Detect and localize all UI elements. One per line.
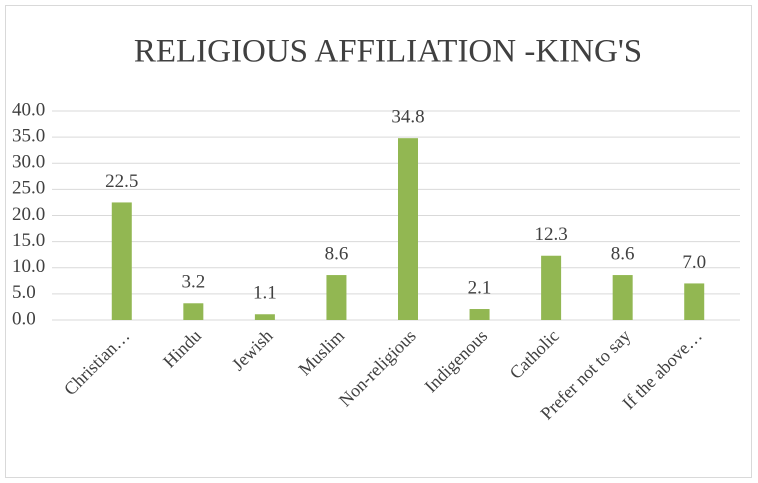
y-tick-label: 10.0 <box>12 256 45 277</box>
y-tick-label: 30.0 <box>12 152 45 173</box>
bar <box>254 314 275 320</box>
y-tick-label: 15.0 <box>12 230 45 251</box>
chart-title: RELIGIOUS AFFILIATION -KING'S <box>134 34 642 70</box>
bar <box>326 275 347 320</box>
data-label: 8.6 <box>611 243 635 264</box>
bar <box>684 283 705 320</box>
data-label: 22.5 <box>105 171 138 192</box>
y-tick-label: 0.0 <box>12 308 36 329</box>
y-tick-label: 20.0 <box>12 204 45 225</box>
data-label: 7.0 <box>682 252 706 273</box>
data-label: 2.1 <box>468 277 492 298</box>
data-label: 1.1 <box>253 283 277 304</box>
data-label: 8.6 <box>325 243 349 264</box>
bar <box>183 303 204 320</box>
data-label: 34.8 <box>391 107 424 128</box>
bar <box>111 202 132 320</box>
y-tick-label: 40.0 <box>12 99 45 120</box>
data-label: 3.2 <box>181 272 205 293</box>
bar <box>541 255 562 320</box>
y-tick-label: 5.0 <box>12 282 36 303</box>
bar <box>469 309 490 320</box>
data-label: 12.3 <box>534 224 567 245</box>
bar <box>612 275 633 320</box>
bar <box>398 138 418 320</box>
y-tick-label: 35.0 <box>12 125 45 146</box>
y-tick-label: 25.0 <box>12 178 45 199</box>
